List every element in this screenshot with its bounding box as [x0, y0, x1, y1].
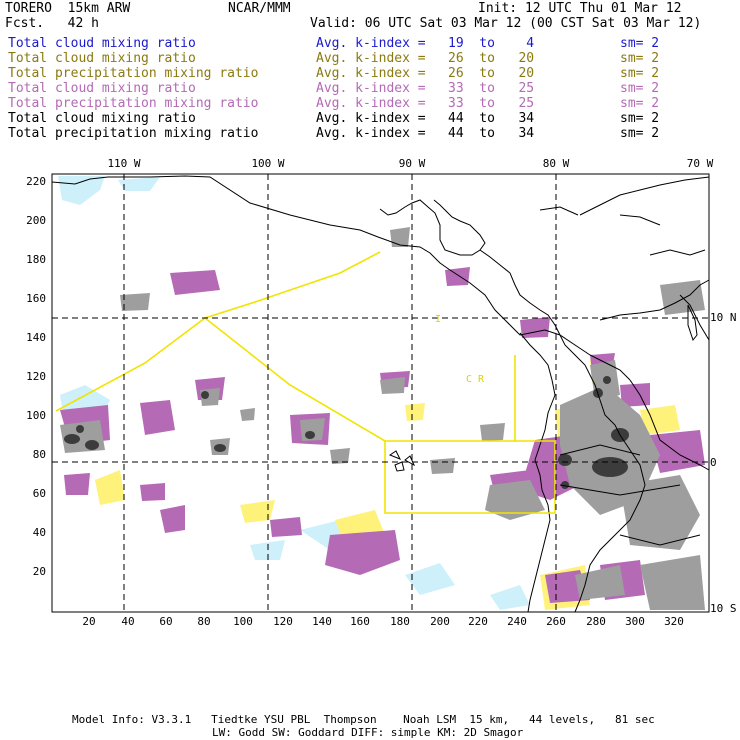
x-tick: 240 [507, 615, 527, 628]
init-time: Init: 12 UTC Thu 01 Mar 12 [478, 1, 682, 16]
x-tick: 260 [546, 615, 566, 628]
x-tick: 80 [197, 615, 210, 628]
legend-variable: Total precipitation mixing ratio [8, 126, 259, 141]
physics-info-line: LW: Godd SW: Goddard DIFF: simple KM: 2D… [212, 726, 524, 739]
x-axis-ticks: 20 40 60 80 100 120 140 160 180 200 220 … [82, 615, 684, 628]
x-tick: 100 [233, 615, 253, 628]
y-tick: 160 [26, 292, 46, 305]
x-tick: 160 [350, 615, 370, 628]
forecast-hour: Fcst. 42 h [5, 16, 99, 31]
legend-avg: Avg. k-index = [316, 81, 426, 96]
region-label-i: I [435, 314, 441, 325]
legend-variable: Total precipitation mixing ratio [8, 96, 259, 111]
region-labels: I C R [435, 314, 485, 385]
x-tick: 140 [312, 615, 332, 628]
lon-label-70w: 70 W [687, 157, 714, 170]
legend-variable: Total cloud mixing ratio [8, 111, 196, 126]
lon-labels: 110 W 100 W 90 W 80 W 70 W [107, 157, 713, 170]
legend-avg: Avg. k-index = [316, 66, 426, 81]
legend-range: 26 to 20 [448, 51, 535, 66]
x-tick: 60 [159, 615, 172, 628]
x-tick: 220 [468, 615, 488, 628]
lat-labels: 10 N 0 10 S [710, 311, 737, 615]
model-info-line: Model Info: V3.3.1 Tiedtke YSU PBL Thomp… [72, 713, 655, 726]
valid-time: Valid: 06 UTC Sat 03 Mar 12 (00 CST Sat … [310, 16, 702, 31]
legend-range: 44 to 34 [448, 111, 535, 126]
y-tick: 100 [26, 409, 46, 422]
lat-label-10n: 10 N [710, 311, 737, 324]
lat-label-10s: 10 S [710, 602, 737, 615]
legend-row: Total cloud mixing ratio Avg. k-index = … [8, 51, 733, 66]
lon-label-110w: 110 W [107, 157, 140, 170]
x-tick: 120 [273, 615, 293, 628]
coastlines [51, 175, 710, 613]
x-tick: 320 [664, 615, 684, 628]
x-tick: 300 [625, 615, 645, 628]
legend-variable: Total cloud mixing ratio [8, 81, 196, 96]
legend-sm: sm= 2 [620, 51, 660, 66]
legend-avg: Avg. k-index = [316, 96, 426, 111]
lon-label-80w: 80 W [543, 157, 570, 170]
y-tick: 40 [33, 526, 46, 539]
legend-avg: Avg. k-index = [316, 111, 426, 126]
lat-lon-grid [52, 174, 709, 612]
legend-variable: Total cloud mixing ratio [8, 51, 196, 66]
x-tick: 200 [430, 615, 450, 628]
y-tick: 200 [26, 214, 46, 227]
y-tick: 80 [33, 448, 46, 461]
x-tick: 40 [121, 615, 134, 628]
nest-domain-lines [55, 251, 556, 514]
legend-avg: Avg. k-index = [316, 51, 426, 66]
legend-avg: Avg. k-index = [316, 126, 426, 141]
legend-row: Total precipitation mixing ratio Avg. k-… [8, 66, 733, 81]
legend-sm: sm= 2 [620, 126, 660, 141]
legend-row: Total precipitation mixing ratio Avg. k-… [8, 126, 733, 141]
legend-row: Total precipitation mixing ratio Avg. k-… [8, 96, 733, 111]
lon-label-100w: 100 W [251, 157, 284, 170]
legend-variable: Total precipitation mixing ratio [8, 66, 259, 81]
y-tick: 180 [26, 253, 46, 266]
legend-range: 19 to 4 [448, 36, 535, 51]
legend-range: 44 to 34 [448, 126, 535, 141]
y-axis-ticks: 220 200 180 160 140 120 100 80 60 40 20 [26, 175, 46, 578]
region-label-cr: C R [466, 374, 485, 385]
lon-label-90w: 90 W [399, 157, 426, 170]
legend-range: 26 to 20 [448, 66, 535, 81]
y-tick: 220 [26, 175, 46, 188]
legend-avg: Avg. k-index = [316, 36, 426, 51]
y-tick: 20 [33, 565, 46, 578]
legend-row: Total cloud mixing ratio Avg. k-index = … [8, 111, 733, 126]
legend-sm: sm= 2 [620, 66, 660, 81]
legend-row: Total cloud mixing ratio Avg. k-index = … [8, 36, 733, 51]
y-tick: 60 [33, 487, 46, 500]
legend-range: 33 to 25 [448, 96, 535, 111]
legend-sm: sm= 2 [620, 36, 660, 51]
legend-sm: sm= 2 [620, 96, 660, 111]
center-name: NCAR/MMM [228, 1, 291, 16]
model-title: TORERO 15km ARW [5, 1, 131, 16]
legend-range: 33 to 25 [448, 81, 535, 96]
legend-sm: sm= 2 [620, 81, 660, 96]
forecast-map: 110 W 100 W 90 W 80 W 70 W 10 N 0 10 S 2… [26, 157, 737, 628]
legend-variable: Total cloud mixing ratio [8, 36, 196, 51]
lat-label-0: 0 [710, 456, 717, 469]
y-tick: 140 [26, 331, 46, 344]
y-tick: 120 [26, 370, 46, 383]
x-tick: 20 [82, 615, 95, 628]
x-tick: 180 [390, 615, 410, 628]
x-tick: 280 [586, 615, 606, 628]
legend-sm: sm= 2 [620, 111, 660, 126]
legend-row: Total cloud mixing ratio Avg. k-index = … [8, 81, 733, 96]
